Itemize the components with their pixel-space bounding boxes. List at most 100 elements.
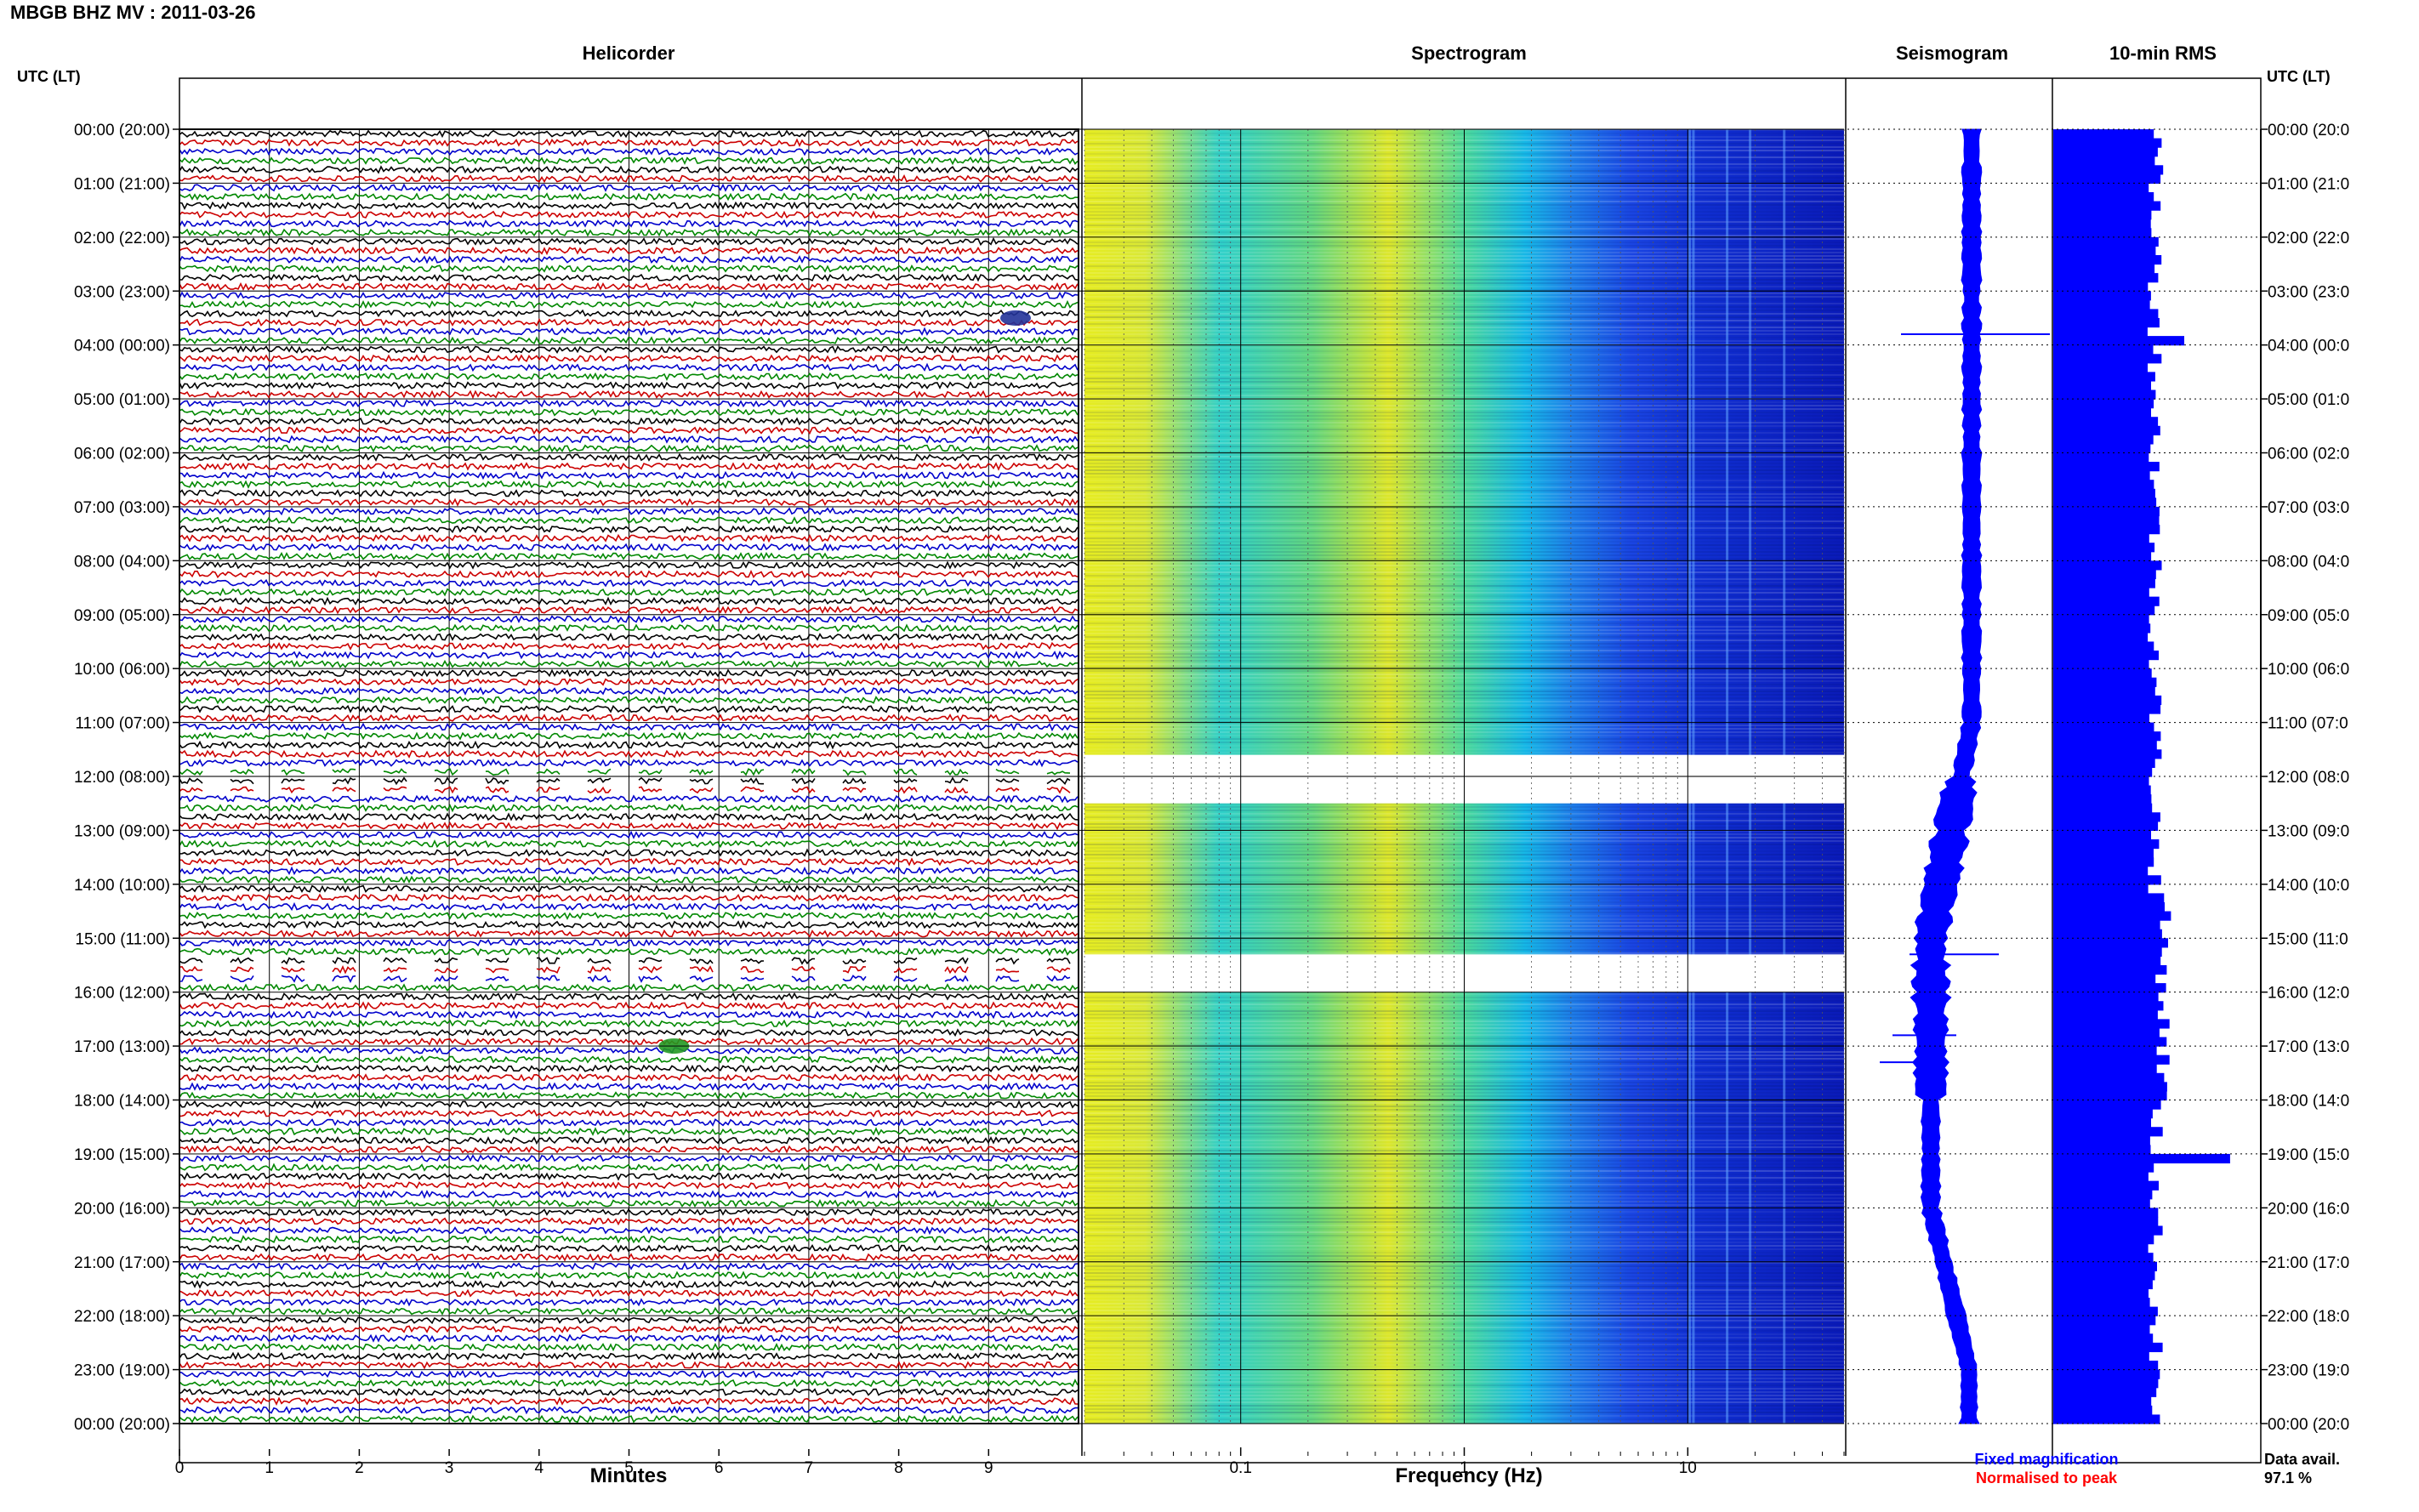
helicorder-trace: [179, 695, 1079, 705]
helicorder-trace: [179, 768, 1071, 776]
rms-bar: [2053, 309, 2159, 319]
helicorder-trace: [179, 578, 1079, 588]
rms-bar: [2053, 1027, 2160, 1038]
utc-label-left: UTC (LT): [17, 68, 81, 85]
helicorder-trace: [179, 551, 1079, 560]
rms-bar: [2053, 677, 2157, 687]
helicorder-trace: [179, 1343, 1079, 1352]
rms-bar: [2053, 560, 2162, 571]
rms-bar: [2053, 1306, 2158, 1316]
helicorder-trace: [179, 596, 1079, 606]
rms-bar: [2053, 668, 2152, 679]
rms-bar: [2053, 983, 2166, 993]
hour-label-right: 05:00 (01:0: [2268, 391, 2349, 409]
hour-label-left: 08:00 (04:00): [74, 553, 170, 571]
helicorder-trace: [179, 830, 1079, 839]
helicorder-trace: [179, 344, 1079, 354]
rms-bar: [2053, 417, 2159, 427]
rms-bar: [2053, 497, 2157, 508]
helicorder-trace: [179, 470, 1079, 480]
x-axis-label-frequency: Frequency (Hz): [1395, 1464, 1543, 1487]
helicorder-trace: [179, 1261, 1079, 1271]
helicorder-trace: [179, 425, 1079, 435]
rms-bar: [2053, 1298, 2150, 1308]
helicorder-trace: [179, 281, 1079, 292]
rms-bar: [2053, 317, 2160, 328]
rms-bar: [2053, 1378, 2159, 1389]
rms-bar: [2053, 569, 2156, 580]
helicorder-trace: [179, 776, 1071, 786]
rms-bar: [2053, 605, 2155, 616]
rms-bar: [2053, 920, 2160, 930]
spectrogram-gap: [1084, 954, 1849, 992]
hour-label-left: 12:00 (08:00): [74, 769, 170, 787]
helicorder-trace: [179, 605, 1079, 615]
helicorder-trace: [179, 1243, 1079, 1253]
rms-bar: [2053, 452, 2149, 463]
hour-label-right: 03:00 (23:0: [2268, 283, 2349, 301]
rms-bar: [2053, 578, 2155, 588]
rms-bar: [2053, 893, 2165, 903]
rms-bar: [2053, 147, 2158, 157]
helicorder-trace: [179, 1288, 1079, 1298]
rms-bar: [2053, 138, 2162, 148]
rms-bar: [2053, 776, 2149, 787]
helicorder-trace: [179, 983, 1079, 992]
helicorder-trace: [179, 992, 1079, 1002]
helicorder-trace: [179, 938, 1079, 947]
hour-label-left: 19:00 (15:00): [74, 1146, 170, 1164]
helicorder-trace: [179, 372, 1079, 381]
helicorder-trace: [179, 210, 1079, 219]
helicorder-trace: [179, 901, 1079, 912]
rms-bar: [2053, 1153, 2230, 1164]
minute-tick-label: 0: [175, 1459, 185, 1477]
helicorder-trace: [179, 138, 1079, 147]
rms-bar: [2053, 911, 2171, 921]
rms-bar: [2053, 1351, 2149, 1361]
rms-bar: [2053, 1208, 2159, 1218]
rms-bar: [2053, 596, 2160, 606]
hour-label-right: 12:00 (08:0: [2268, 769, 2349, 787]
rms-bar: [2053, 1180, 2159, 1191]
helicorder-trace: [179, 1406, 1079, 1415]
rms-bar: [2053, 1243, 2149, 1253]
rms-bar: [2053, 964, 2167, 975]
hour-label-right: 19:00 (15:0: [2268, 1146, 2349, 1164]
helicorder-trace: [179, 704, 1079, 713]
rms-bar: [2053, 525, 2160, 535]
helicorder-trace: [179, 560, 1079, 570]
helicorder-trace: [179, 273, 1079, 282]
rms-bar: [2053, 884, 2149, 894]
hour-label-left: 18:00 (14:00): [74, 1093, 170, 1111]
helicorder-trace: [179, 1333, 1079, 1343]
helicorder-trace: [179, 1019, 1079, 1028]
hour-label-left: 05:00 (01:00): [74, 391, 170, 409]
rms-bar: [2053, 588, 2149, 598]
helicorder-trace: [179, 848, 1079, 857]
rms-bar: [2053, 830, 2151, 840]
helicorder-trace: [179, 875, 1079, 884]
rms-bar: [2053, 731, 2161, 742]
rms-bar: [2053, 623, 2151, 634]
helicorder-trace: [179, 1298, 1079, 1307]
spectrogram-gap: [1084, 754, 1849, 804]
hour-label-right: 16:00 (12:0: [2268, 985, 2349, 1003]
rms-bar: [2053, 1361, 2159, 1371]
hour-label-right: 00:00 (20:0: [2268, 1416, 2349, 1434]
hour-label-right: 21:00 (17:0: [2268, 1254, 2349, 1272]
freq-tick-label: 0.1: [1229, 1459, 1251, 1477]
rms-bar: [2053, 929, 2162, 939]
rms-bar: [2053, 1054, 2170, 1065]
rms-bar: [2053, 264, 2155, 274]
helicorder-trace: [179, 156, 1079, 166]
hour-label-right: 07:00 (03:0: [2268, 499, 2349, 517]
hour-label-left: 23:00 (19:00): [74, 1362, 170, 1380]
helicorder-trace: [179, 866, 1079, 876]
rms-bar: [2053, 651, 2159, 661]
helicorder-trace: [179, 1414, 1079, 1424]
helicorder-trace: [179, 650, 1079, 660]
helicorder-trace: [179, 317, 1079, 327]
helicorder-trace: [179, 1270, 1079, 1280]
legend-normalised-to-peak: Normalised to peak: [1975, 1469, 2118, 1486]
rms-bar: [2053, 614, 2149, 624]
